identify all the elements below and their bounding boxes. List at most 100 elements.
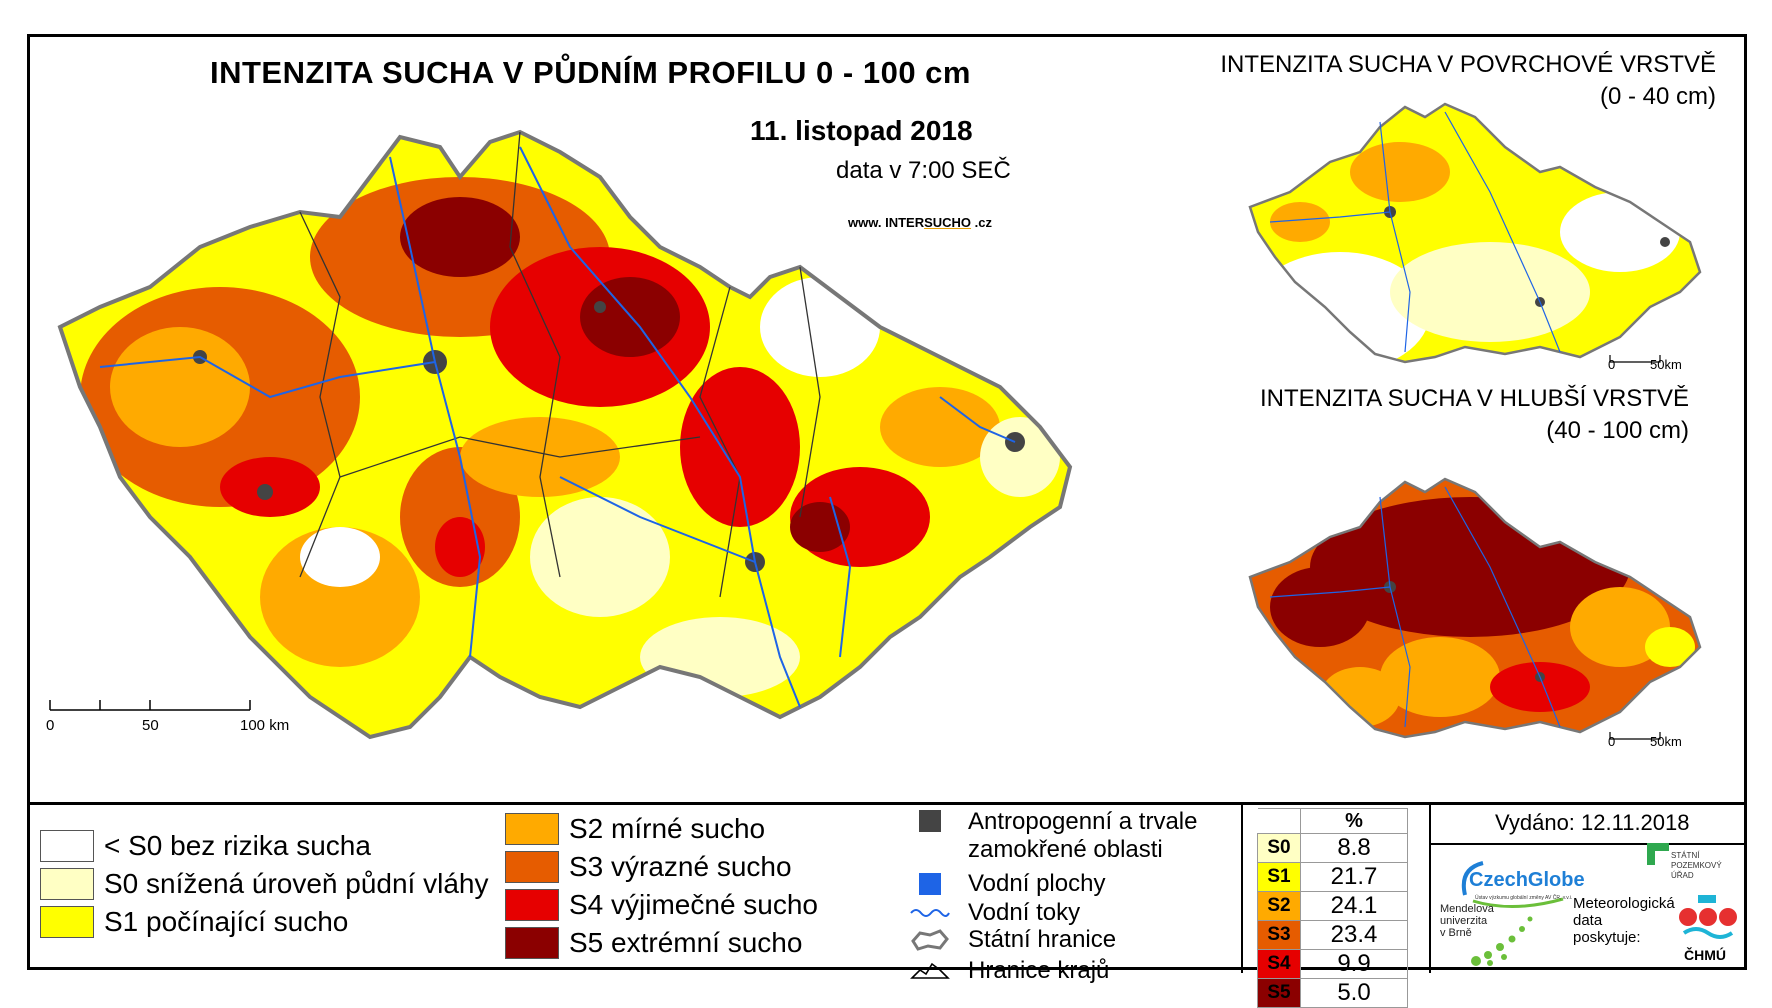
row-value: 9.9 [1300, 949, 1408, 979]
scale-label-100: 100 km [240, 717, 289, 734]
row-code: S3 [1257, 920, 1301, 950]
mendel-line2: univerzita [1440, 915, 1488, 927]
legend-vline-1 [1241, 805, 1243, 973]
czechglobe-logo: CzechGlobe Ústav výzkumu globální změny … [1453, 855, 1623, 915]
legend-label-s2: S2 mírné sucho [569, 813, 766, 844]
inset-bottom-title: INTENZITA SUCHA V HLUBŠÍ VRSTVĚ (40 - 10… [1260, 385, 1689, 445]
inset-bottom-map [1248, 477, 1702, 740]
legend-category-s1: S1 počínající sucho [40, 906, 348, 938]
table-row: S0 8.8 [1257, 833, 1408, 863]
main-title: INTENZITA SUCHA V PŮDNÍM PROFILU 0 - 100… [210, 55, 971, 90]
swatch-none [40, 830, 94, 862]
czechglobe-subtitle: Ústav výzkumu globální změny AV ČR, v.v.… [1475, 895, 1573, 901]
chmu-logo: ČHMÚ [1678, 895, 1738, 967]
czechglobe-swoosh-icon [1461, 861, 1564, 908]
mendel-logo: Mendelova univerzita v Brně [1440, 903, 1560, 967]
row-code: S4 [1257, 949, 1301, 979]
row-value: 8.8 [1300, 833, 1408, 863]
table-row: S1 21.7 [1257, 862, 1408, 892]
meteo-line1: Meteorologická [1573, 895, 1675, 912]
inset-top-title-line: INTENZITA SUCHA V POVRCHOVÉ VRSTVĚ [1220, 51, 1716, 78]
table-row: S4 9.9 [1257, 949, 1408, 979]
inset-bottom-scale-bar [1609, 732, 1661, 740]
spu-mark-icon-cut [1655, 851, 1669, 865]
inset-bottom-scale-0: 0 [1608, 734, 1616, 749]
water-body-icon [910, 871, 950, 897]
water-bodies-label: Vodní plochy [968, 870, 1106, 897]
legend-water-streams: Vodní toky [910, 899, 1080, 927]
spu-text: STÁTNÍ POZEMKOVÝ ÚŘAD [1671, 851, 1722, 881]
inset-top-scale-0: 0 [1608, 357, 1616, 372]
issued-date: Vydáno: 12.11.2018 [1495, 810, 1690, 835]
inset-top-scale-50: 50km [1650, 357, 1682, 372]
inset-bottom-subtitle: (40 - 100 cm) [1546, 417, 1689, 444]
main-drought-map: 0 50 100 km [46, 129, 1073, 740]
swatch-s5 [505, 927, 559, 959]
czechglobe-name: CzechGlobe [1469, 869, 1585, 891]
legend-category-s0: S0 snížená úroveň půdní vláhy [40, 868, 488, 900]
legend-category-s3: S3 výrazné sucho [505, 851, 792, 883]
meteo-line3: poskytuje: [1573, 929, 1641, 946]
spu-line2: POZEMKOVÝ [1671, 861, 1722, 870]
mendel-line3: v Brně [1440, 927, 1472, 939]
legend-category-none: < S0 bez rizika sucha [40, 830, 371, 862]
mendel-text: Mendelova univerzita v Brně [1440, 903, 1494, 939]
chmu-icon [1679, 895, 1737, 939]
inset-top-map [1248, 102, 1702, 364]
table-row: S2 24.1 [1257, 891, 1408, 921]
row-code: S0 [1257, 833, 1301, 863]
anthropogenic-line2: zamokřené oblasti [968, 836, 1163, 863]
percent-table-header: % [1257, 808, 1408, 834]
row-value: 5.0 [1300, 978, 1408, 1008]
row-value: 21.7 [1300, 862, 1408, 892]
legend-vline-2 [1429, 805, 1431, 973]
mendel-dots-icon [1471, 916, 1533, 966]
percent-header: % [1300, 808, 1408, 834]
legend-divider [30, 802, 1744, 805]
legend-category-s2: S2 mírné sucho [505, 813, 765, 845]
state-border-label: Státní hranice [968, 926, 1117, 953]
chmu-name: ČHMÚ [1684, 947, 1726, 963]
percent-header-blank [1257, 808, 1301, 834]
legend-region-border: Hranice krajů [910, 957, 1109, 985]
row-code: S1 [1257, 862, 1301, 892]
swatch-s0 [40, 868, 94, 900]
scale-label-0: 0 [46, 717, 54, 734]
legend-label-s5: S5 extrémní sucho [569, 927, 803, 958]
mendel-line1: Mendelova [1440, 903, 1494, 915]
row-value: 23.4 [1300, 920, 1408, 950]
swatch-s4 [505, 889, 559, 921]
table-row: S5 5.0 [1257, 978, 1408, 1008]
legend-category-s5: S5 extrémní sucho [505, 927, 802, 959]
row-code: S5 [1257, 978, 1301, 1008]
legend-label-s3: S3 výrazné sucho [569, 851, 792, 882]
row-value: 24.1 [1300, 891, 1408, 921]
legend-label-s4: S4 výjimečné sucho [569, 889, 819, 920]
swatch-s2 [505, 813, 559, 845]
percent-table: % S0 8.8 S1 21.7 S2 24.1 S3 23.4 S4 9.9 … [1257, 808, 1408, 1008]
legend-water-bodies: Vodní plochy [910, 870, 1105, 898]
website-link[interactable]: www. INTERSUCHO .cz [848, 215, 992, 230]
website-accent: SUCHO [924, 215, 972, 230]
legend-category-s4: S4 výjimečné sucho [505, 889, 818, 921]
inset-bottom-scale-50: 50km [1650, 734, 1682, 749]
inset-top-scale-bar [1609, 355, 1661, 363]
main-scale-bar: 0 50 100 km [46, 700, 289, 734]
inset-top-title: INTENZITA SUCHA V POVRCHOVÉ VRSTVĚ (0 - … [1220, 51, 1716, 111]
map-frame: INTENZITA SUCHA V PŮDNÍM PROFILU 0 - 100… [27, 34, 1747, 1008]
legend-label-s0: S0 snížená úroveň půdní vláhy [104, 868, 489, 899]
swatch-s3 [505, 851, 559, 883]
website-prefix: www. INTER [848, 215, 925, 230]
website-suffix: .cz [971, 215, 992, 230]
meteo-line2: data [1573, 912, 1603, 929]
legend-hline-issued [1431, 843, 1747, 845]
inset-top-subtitle: (0 - 40 cm) [1599, 83, 1716, 110]
data-time: data v 7:00 SEČ [836, 157, 1011, 184]
legend-anthropogenic-text: Antropogenní a trvale zamokřené oblasti [968, 808, 1198, 864]
stream-icon [910, 900, 950, 926]
scale-label-50: 50 [142, 717, 159, 734]
legend-state-border: Státní hranice [910, 926, 1116, 954]
anthropogenic-line1: Antropogenní a trvale [968, 808, 1198, 835]
legend-anthropogenic: Antropogenní a trvale zamokřené oblasti [910, 808, 1198, 864]
inset-bottom-title-line: INTENZITA SUCHA V HLUBŠÍ VRSTVĚ [1260, 385, 1689, 412]
